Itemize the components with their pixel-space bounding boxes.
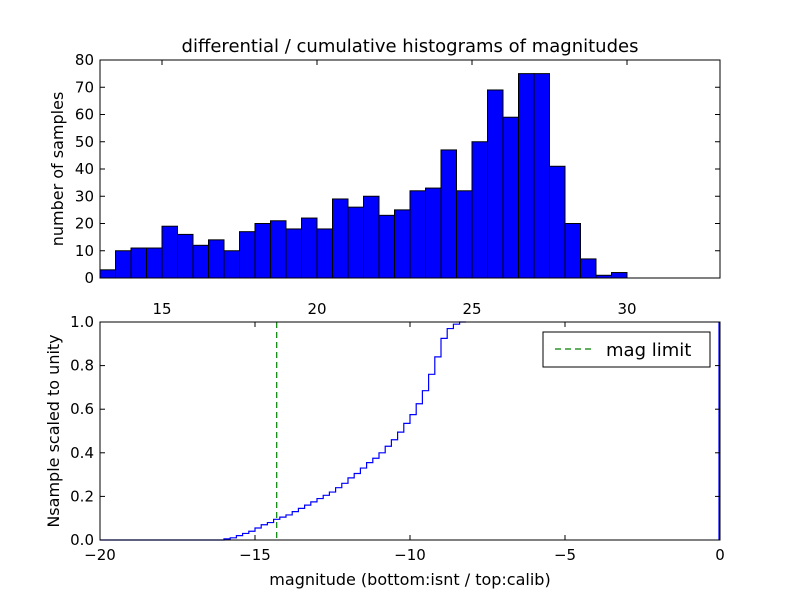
histogram-bar bbox=[301, 217, 318, 279]
y-tick-label: 80 bbox=[75, 51, 94, 69]
bottom-x-axis-label: magnitude (bottom:isnt / top:calib) bbox=[269, 570, 550, 589]
histogram-bar bbox=[115, 250, 132, 279]
y-tick-label: 0 bbox=[84, 269, 94, 287]
histogram-bar bbox=[177, 233, 194, 279]
x-tick-label: 0 bbox=[715, 546, 725, 564]
histogram-bar bbox=[347, 206, 364, 279]
histogram-bar bbox=[192, 244, 209, 279]
top-y-axis-label: number of samples bbox=[48, 92, 67, 247]
histogram-bars bbox=[99, 73, 628, 279]
histogram-bar bbox=[208, 239, 225, 279]
histogram-bar bbox=[378, 214, 395, 279]
y-tick-label: 10 bbox=[75, 242, 94, 260]
y-tick-label: 70 bbox=[75, 78, 94, 96]
histogram-bar bbox=[518, 73, 535, 279]
histogram-bar bbox=[456, 190, 473, 279]
y-tick-label: 60 bbox=[75, 106, 94, 124]
y-tick-label: 50 bbox=[75, 133, 94, 151]
cumulative-step-line bbox=[100, 321, 720, 541]
y-tick-label: 0.8 bbox=[70, 357, 94, 375]
y-tick-label: 0.0 bbox=[70, 531, 94, 549]
y-tick-label: 20 bbox=[75, 215, 94, 233]
bottom-plot-frame bbox=[99, 321, 721, 541]
histogram-bar bbox=[270, 220, 287, 279]
y-tick-label: 0.2 bbox=[70, 487, 94, 505]
histogram-bar bbox=[239, 231, 256, 279]
x-tick-label: 25 bbox=[462, 300, 481, 318]
y-tick-label: 0.4 bbox=[70, 444, 94, 462]
top-plot-frame bbox=[99, 59, 721, 279]
histogram-bar bbox=[533, 73, 550, 279]
y-tick-label: 30 bbox=[75, 187, 94, 205]
histogram-bar bbox=[316, 228, 333, 279]
legend-label-mag-limit: mag limit bbox=[606, 340, 691, 361]
histogram-bar bbox=[580, 258, 597, 279]
histogram-bar bbox=[425, 187, 442, 279]
bottom-cumulative-panel: 0.0 0.2 0.4 0.6 0.8 1.0 −20 −15 −10 −5 0 magnitude… bbox=[44, 313, 725, 589]
histogram-bar bbox=[363, 195, 380, 279]
histogram-bar bbox=[471, 141, 488, 279]
histogram-bar bbox=[99, 269, 116, 279]
x-tick-label: 30 bbox=[617, 300, 636, 318]
histogram-bar bbox=[332, 198, 349, 279]
histogram-bar bbox=[502, 116, 519, 279]
histogram-bar bbox=[409, 190, 426, 279]
x-tick-label: −5 bbox=[554, 546, 576, 564]
x-tick-label: 15 bbox=[152, 300, 171, 318]
histogram-bar bbox=[440, 149, 457, 279]
x-tick-label: −10 bbox=[394, 546, 426, 564]
histogram-bar bbox=[146, 247, 163, 279]
histogram-bar bbox=[564, 223, 581, 279]
histogram-bar bbox=[254, 223, 271, 279]
y-tick-label: 1.0 bbox=[70, 313, 94, 331]
histogram-bar bbox=[487, 89, 504, 279]
top-chart-title: differential / cumulative histograms of … bbox=[182, 36, 639, 57]
bottom-y-axis-label: Nsample scaled to unity bbox=[44, 334, 63, 527]
x-tick-label: −20 bbox=[84, 546, 116, 564]
top-axis-ticks: 0 10 20 30 40 50 60 70 80 15 20 25 30 bbox=[75, 51, 720, 318]
x-tick-label: −15 bbox=[239, 546, 271, 564]
top-histogram-panel: 0 10 20 30 40 50 60 70 80 15 20 25 30 differential /… bbox=[48, 36, 721, 318]
bottom-axis-ticks: 0.0 0.2 0.4 0.6 0.8 1.0 −20 −15 −10 −5 0 bbox=[70, 313, 725, 564]
histogram-bar bbox=[223, 250, 240, 279]
histogram-bar bbox=[285, 228, 302, 279]
histogram-bar bbox=[130, 247, 147, 279]
y-tick-label: 40 bbox=[75, 160, 94, 178]
histogram-bar bbox=[611, 272, 628, 279]
legend: mag limit bbox=[542, 331, 711, 368]
histogram-bar bbox=[394, 209, 411, 279]
histogram-bar bbox=[549, 165, 566, 279]
x-tick-label: 20 bbox=[307, 300, 326, 318]
y-tick-label: 0.6 bbox=[70, 400, 94, 418]
histogram-bar bbox=[161, 225, 178, 279]
